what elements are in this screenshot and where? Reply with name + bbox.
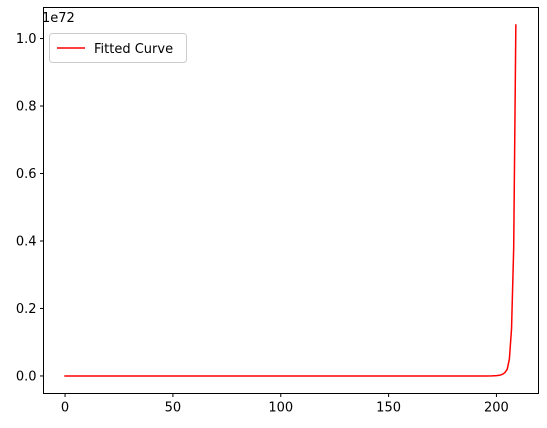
x-tick-label: 200 xyxy=(484,401,509,416)
x-tick-label: 100 xyxy=(268,401,293,416)
legend-label-fitted-curve: Fitted Curve xyxy=(94,42,173,57)
x-tick-label: 50 xyxy=(165,401,182,416)
y-tick-label: 1.0 xyxy=(16,32,37,47)
y-tick-label: 0.8 xyxy=(16,100,37,115)
x-tick-label: 0 xyxy=(61,401,69,416)
y-tick-label: 0.4 xyxy=(16,234,37,249)
y-tick-label: 0.6 xyxy=(16,167,37,182)
y-tick-label: 0.0 xyxy=(16,369,37,384)
x-tick-label: 150 xyxy=(376,401,401,416)
y-tick-label: 0.2 xyxy=(16,302,37,317)
y-offset-label: 1e72 xyxy=(42,11,75,26)
legend: Fitted Curve xyxy=(50,34,187,63)
